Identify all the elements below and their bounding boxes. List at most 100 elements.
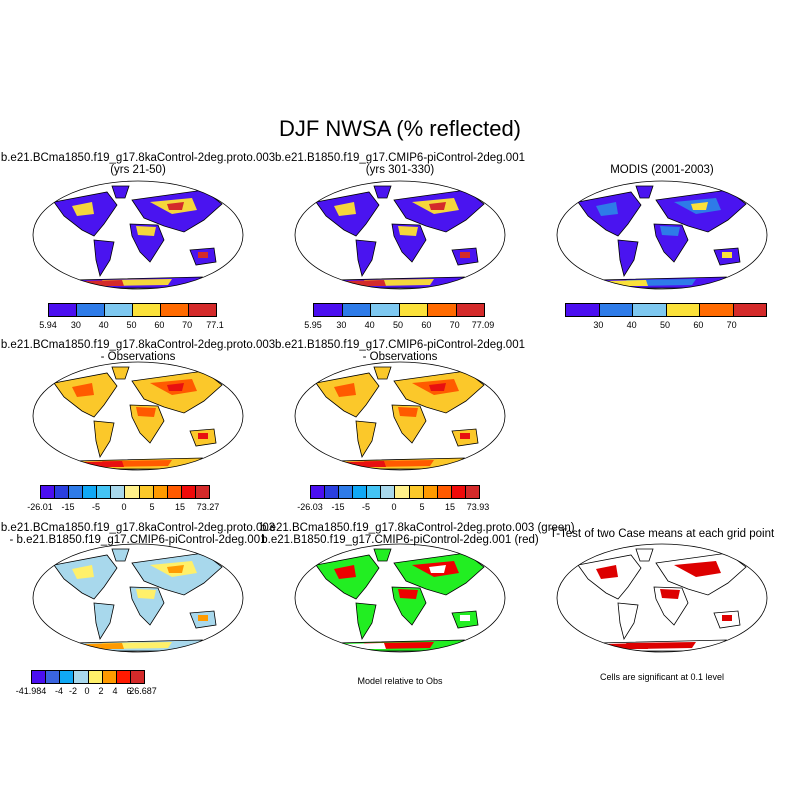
colorbar-tick-label: 30: [336, 320, 347, 330]
colorbar-tick-label: 50: [126, 320, 137, 330]
colorbar-swatch: [339, 486, 354, 498]
colorbar-tick-label: 26.687: [129, 686, 157, 696]
colorbar-swatch: [437, 486, 452, 498]
panel-title-line1: MODIS (2001-2003): [610, 164, 714, 176]
colorbar-tick-label: 6: [126, 686, 132, 696]
colorbar-swatch: [566, 304, 600, 316]
colorbar-tick-label: 5.95: [304, 320, 322, 330]
colorbar: [310, 485, 480, 499]
land-mass: [577, 548, 747, 652]
colorbar-tick-label: 77.1: [206, 320, 224, 330]
colorbar-labels: -26.03 -15 -5 0 5 15 73.93: [297, 502, 489, 514]
colorbar-tick-label: 40: [98, 320, 109, 330]
colorbar-tick-label: 5: [419, 502, 425, 512]
panel-title-line1: b.e21.BCma1850.f19_g17.8kaControl-2deg.p…: [0, 522, 276, 534]
colorbar-swatch: [371, 304, 400, 316]
value-patch: [72, 198, 197, 286]
panel-title: b.e21.BCma1850.f19_g17.8kaControl-2deg.p…: [0, 339, 278, 363]
panel-title-line1: b.e21.BCma1850.f19_g17.8kaControl-2deg.p…: [260, 522, 575, 534]
colorbar-swatch: [181, 486, 196, 498]
map-border: [556, 180, 768, 290]
value-patch: [334, 561, 459, 649]
colorbar: [565, 303, 767, 317]
colorbar-swatch: [666, 304, 700, 316]
colorbar-swatch: [189, 304, 216, 316]
land-mass: [315, 366, 485, 470]
colorbar-swatch: [55, 486, 70, 498]
colorbar: [31, 670, 145, 684]
panel-title-line2: (yrs 301-330): [365, 164, 435, 176]
colorbar-swatch: [130, 671, 144, 683]
panel-title-line1: T-Test of two Case means at each grid po…: [549, 528, 775, 540]
land-mass: [315, 185, 485, 289]
colorbar-swatch: [111, 486, 126, 498]
panel-title-line2: - b.e21.B1850.f19_g17.CMIP6-piControl-2d…: [9, 534, 267, 546]
map-border: [32, 543, 244, 653]
colorbar-tick-label: 5: [149, 502, 155, 512]
colorbar-tick-label: 40: [626, 320, 637, 330]
colorbar-tick-label: 30: [593, 320, 604, 330]
colorbar-tick-label: 5.94: [39, 320, 57, 330]
value-patch: [72, 379, 197, 467]
land-mass: [577, 185, 747, 289]
figure-title: DJF NWSA (% reflected): [278, 116, 522, 141]
colorbar-tick-label: -15: [331, 502, 345, 512]
colorbar: [40, 485, 210, 499]
colorbar-tick-label: 4: [112, 686, 118, 696]
colorbar-swatch: [32, 671, 47, 683]
map-border: [556, 543, 768, 653]
land-mass: [53, 185, 223, 289]
colorbar-swatch: [49, 304, 77, 316]
panel-title: T-Test of two Case means at each grid po…: [522, 528, 800, 540]
colorbar-labels: 5.95 30 40 50 60 70 77.09: [304, 320, 494, 332]
colorbar-swatch: [399, 304, 428, 316]
panel-title-line1: b.e21.B1850.f19_g17.CMIP6-piControl-2deg…: [275, 152, 525, 164]
world-map: [556, 543, 768, 653]
colorbar-swatch: [88, 671, 103, 683]
colorbar-tick-label: 15: [174, 502, 185, 512]
colorbar-tick-label: -5: [361, 502, 370, 512]
colorbar-labels: -26.01 -15 -5 0 5 15 73.27: [27, 502, 219, 514]
land-mass: [315, 548, 485, 652]
panel-title-line2: b.e21.B1850.f19_g17.CMIP6-piControl-2deg…: [261, 534, 539, 546]
world-map: [556, 180, 768, 290]
colorbar-tick-label: 60: [154, 320, 165, 330]
colorbar-swatch: [83, 486, 98, 498]
colorbar-swatch: [395, 486, 410, 498]
colorbar-swatch: [116, 671, 131, 683]
colorbar-swatch: [97, 486, 112, 498]
panel-title-line2: (yrs 21-50): [110, 164, 166, 176]
colorbar-swatch: [367, 486, 382, 498]
world-map: [32, 361, 244, 471]
panel-note: Cells are significant at 0.1 level: [599, 672, 725, 682]
panel-title: b.e21.B1850.f19_g17.CMIP6-piControl-2deg…: [260, 339, 540, 363]
colorbar-swatch: [451, 486, 466, 498]
world-map: [294, 361, 506, 471]
world-map: [294, 180, 506, 290]
panel-title: MODIS (2001-2003): [522, 164, 800, 176]
colorbar-tick-label: 77.09: [471, 320, 495, 330]
colorbar-swatch: [456, 304, 484, 316]
map-border: [294, 180, 506, 290]
colorbar-tick-label: -4: [54, 686, 64, 696]
panel-title-line1: b.e21.BCma1850.f19_g17.8kaControl-2deg.p…: [0, 339, 276, 351]
panel-title: b.e21.BCma1850.f19_g17.8kaControl-2deg.p…: [260, 522, 575, 546]
colorbar-swatch: [167, 486, 182, 498]
colorbar-tick-label: -15: [61, 502, 75, 512]
colorbar-tick-label: 15: [444, 502, 455, 512]
colorbar-labels: 5.94 30 40 50 60 70 77.1: [39, 320, 224, 332]
colorbar-labels: -41.984 -4 -2 0 2 4 6 26.687: [16, 686, 157, 698]
colorbar-tick-label: 40: [364, 320, 375, 330]
colorbar-swatch: [381, 486, 396, 498]
colorbar-tick-label: 60: [693, 320, 704, 330]
map-border: [294, 543, 506, 653]
panel-title-line1: b.e21.B1850.f19_g17.CMIP6-piControl-2deg…: [275, 339, 525, 351]
colorbar-swatch: [139, 486, 154, 498]
colorbar-tick-label: 70: [449, 320, 460, 330]
colorbar-swatch: [60, 671, 75, 683]
colorbar-labels: 30 40 50 60 70: [565, 320, 765, 332]
world-map: [32, 180, 244, 290]
colorbar-tick-label: 50: [392, 320, 404, 330]
value-patch: [72, 561, 197, 649]
